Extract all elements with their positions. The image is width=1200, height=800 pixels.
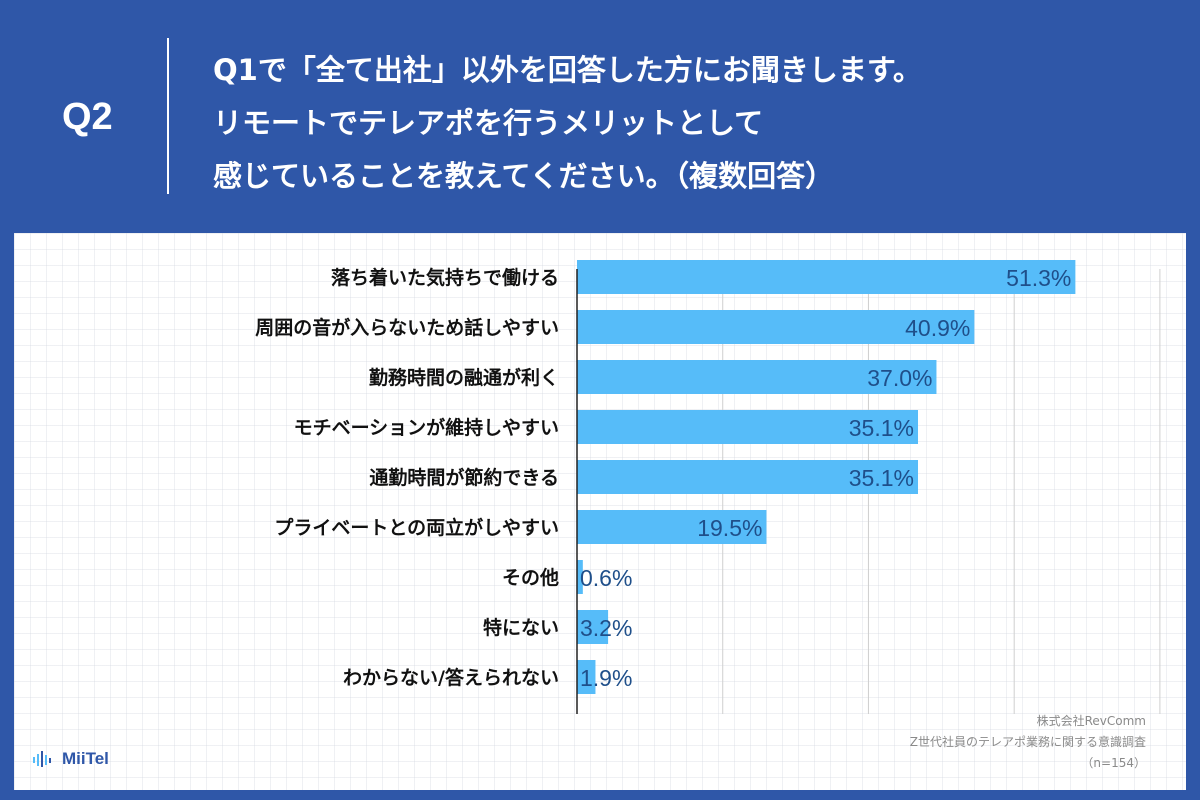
category-label: 勤務時間の融通が利く xyxy=(369,366,559,389)
logo-text: MiiTel xyxy=(62,749,109,768)
question-line: 感じていることを教えてください。（複数回答） xyxy=(213,159,835,193)
bar xyxy=(577,410,918,444)
category-label: 落ち着いた気持ちで働ける xyxy=(331,266,559,289)
question-line: Q1で「全て出社」以外を回答した方にお聞きします。 xyxy=(213,53,922,87)
source-company: 株式会社RevComm xyxy=(1036,714,1146,728)
bar xyxy=(577,260,1076,294)
miitel-logo: MiiTel xyxy=(32,749,109,769)
bar xyxy=(577,660,596,694)
bar xyxy=(577,560,583,594)
source-note: 株式会社RevComm Z世代社員のテレアポ業務に関する意識調査 （n=154） xyxy=(910,711,1146,774)
source-sample: （n=154） xyxy=(1081,756,1146,770)
soundwave-icon xyxy=(33,751,51,767)
question-text: Q1で「全て出社」以外を回答した方にお聞きします。 リモートでテレアポを行うメリ… xyxy=(213,44,1173,203)
bar xyxy=(577,310,975,344)
category-label: その他 xyxy=(502,566,559,589)
value-label: 19.5% xyxy=(697,515,762,541)
bar xyxy=(577,510,767,544)
value-label: 3.2% xyxy=(580,615,632,641)
category-label: 周囲の音が入らないため話しやすい xyxy=(255,316,559,339)
value-label: 40.9% xyxy=(905,315,970,341)
source-survey: Z世代社員のテレアポ業務に関する意識調査 xyxy=(909,735,1146,749)
chart-panel: 落ち着いた気持ちで働ける 51.3% 周囲の音が入らないため話しやすい 40.9% 勤務… xyxy=(14,233,1186,790)
question-line: リモートでテレアポを行うメリットとして xyxy=(213,106,764,140)
bar xyxy=(577,460,918,494)
category-label: 特にない xyxy=(483,617,559,639)
value-label: 35.1% xyxy=(849,465,914,491)
value-label: 35.1% xyxy=(849,415,914,441)
bar xyxy=(577,610,609,644)
bar-chart: 落ち着いた気持ちで働ける 51.3% 周囲の音が入らないため話しやすい 40.9% 勤務… xyxy=(255,260,1161,714)
value-label: 1.9% xyxy=(580,665,632,691)
category-label: モチベーションが維持しやすい xyxy=(294,416,559,439)
category-label: わからない/答えられない xyxy=(343,666,559,689)
value-label: 0.6% xyxy=(580,565,632,591)
header-divider xyxy=(167,38,169,194)
value-label: 37.0% xyxy=(867,365,932,391)
category-label: プライベートとの両立がしやすい xyxy=(274,516,559,539)
bar xyxy=(577,360,937,394)
header: Q2 Q1で「全て出社」以外を回答した方にお聞きします。 リモートでテレアポを行… xyxy=(0,0,1200,232)
category-label: 通勤時間が節約できる xyxy=(369,466,559,489)
question-number: Q2 xyxy=(62,96,113,138)
value-label: 51.3% xyxy=(1006,265,1071,291)
